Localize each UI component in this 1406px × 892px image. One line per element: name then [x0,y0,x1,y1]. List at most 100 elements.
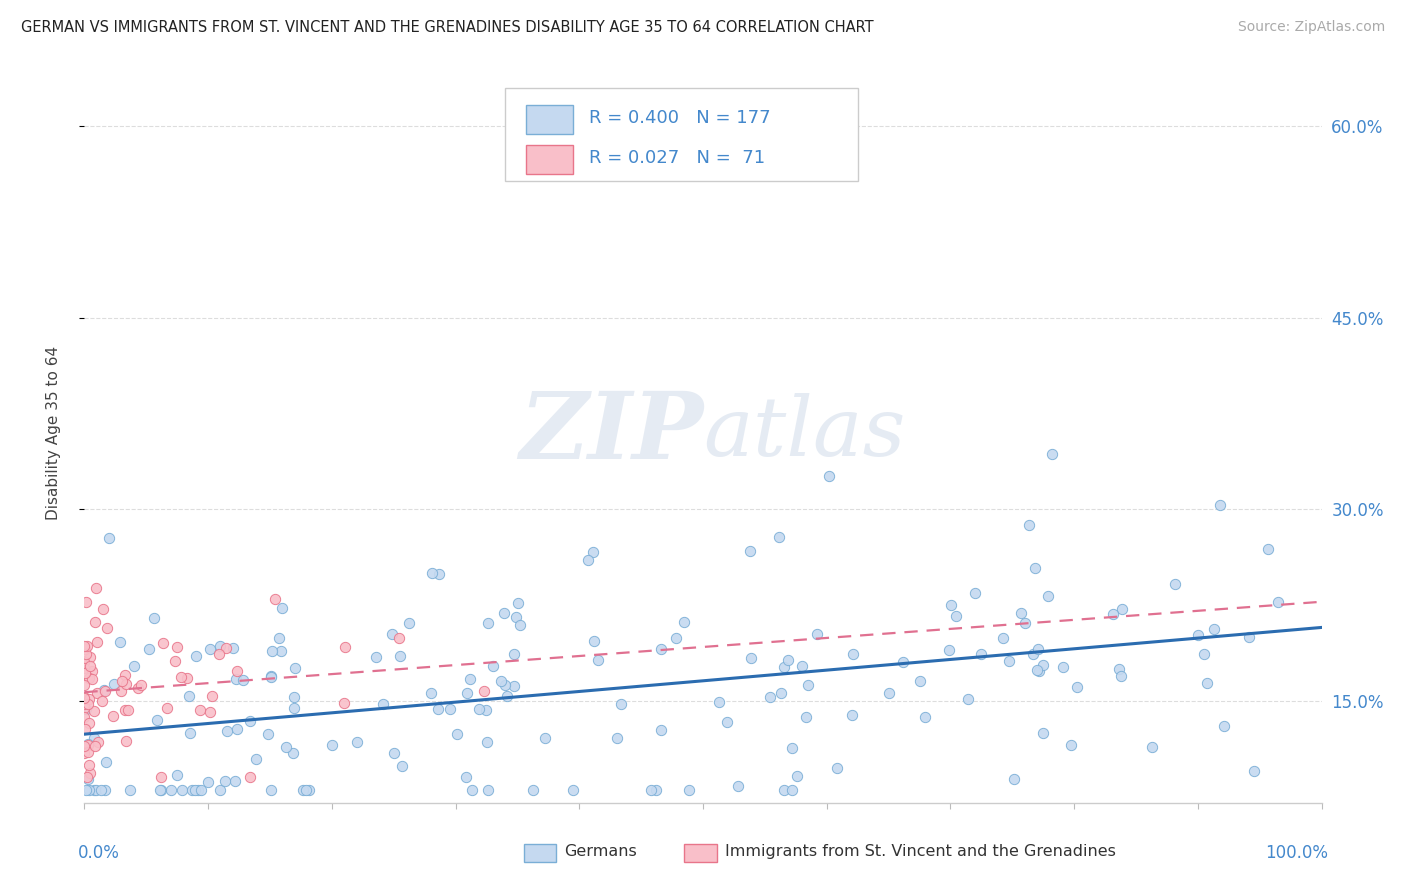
Point [179,726,201,740]
Point [496,690,519,704]
Point [461,783,484,797]
FancyBboxPatch shape [526,145,574,175]
Point [262,644,284,658]
Point [446,727,468,741]
Point [467,702,489,716]
Point [260,669,283,683]
Point [1187,627,1209,641]
Point [782,741,804,756]
Point [645,783,668,797]
Point [1032,725,1054,739]
Point [224,773,246,788]
Point [1018,518,1040,533]
Point [76,745,98,759]
Point [166,767,188,781]
Point [439,701,461,715]
Point [190,783,212,797]
Point [1102,607,1125,621]
Point [420,686,443,700]
Point [77,671,100,685]
Point [1109,669,1132,683]
Point [225,665,247,679]
Point [1197,675,1219,690]
Point [77,697,100,711]
Point [77,715,100,730]
Point [184,783,207,797]
Point [1237,630,1260,644]
Point [1257,542,1279,557]
Point [86,581,108,595]
Point [716,714,738,729]
Point [427,566,450,581]
Point [332,696,354,710]
Point [115,734,138,748]
Point [1267,595,1289,609]
Point [333,640,356,654]
Point [73,746,96,760]
Point [83,739,105,753]
Point [477,783,499,797]
Point [1024,561,1046,575]
Point [398,615,420,630]
Point [371,697,394,711]
FancyBboxPatch shape [526,104,574,135]
Point [103,677,125,691]
Point [388,632,411,646]
Point [177,689,200,703]
FancyBboxPatch shape [523,844,555,862]
Y-axis label: Disability Age 35 to 64: Disability Age 35 to 64 [46,345,60,520]
Point [1040,447,1063,461]
Point [456,770,478,784]
Point [214,773,236,788]
Point [73,739,96,753]
Point [152,635,174,649]
Point [505,609,527,624]
Point [73,690,96,704]
Point [201,690,224,704]
Point [914,710,936,724]
Point [111,673,134,688]
Point [939,598,962,612]
Point [790,658,813,673]
Point [73,678,96,692]
Text: GERMAN VS IMMIGRANTS FROM ST. VINCENT AND THE GRENADINES DISABILITY AGE 35 TO 64: GERMAN VS IMMIGRANTS FROM ST. VINCENT AN… [21,20,873,35]
Point [841,648,863,662]
Point [245,752,267,766]
Point [76,639,98,653]
Point [80,664,103,678]
Point [825,761,848,775]
Point [1032,657,1054,672]
Point [76,738,98,752]
Point [740,651,762,665]
Point [156,701,179,715]
Point [149,783,172,797]
Point [281,747,304,761]
Point [73,656,96,670]
Text: 0.0%: 0.0% [79,844,120,862]
Point [388,648,411,663]
Point [806,627,828,641]
Point [665,631,688,645]
Point [82,673,104,687]
Point [1038,589,1060,603]
Point [945,609,967,624]
Point [773,659,796,673]
Point [796,677,818,691]
Point [117,703,139,717]
Point [938,643,960,657]
Point [198,641,221,656]
Point [494,678,516,692]
Point [94,755,117,769]
Point [503,647,526,661]
Point [1014,616,1036,631]
Point [170,670,193,684]
Point [678,783,700,797]
Point [970,647,993,661]
Point [159,783,181,797]
Point [458,673,481,687]
Point [284,661,307,675]
Point [727,779,749,793]
Point [73,701,96,715]
Point [96,621,118,635]
Point [73,710,96,724]
